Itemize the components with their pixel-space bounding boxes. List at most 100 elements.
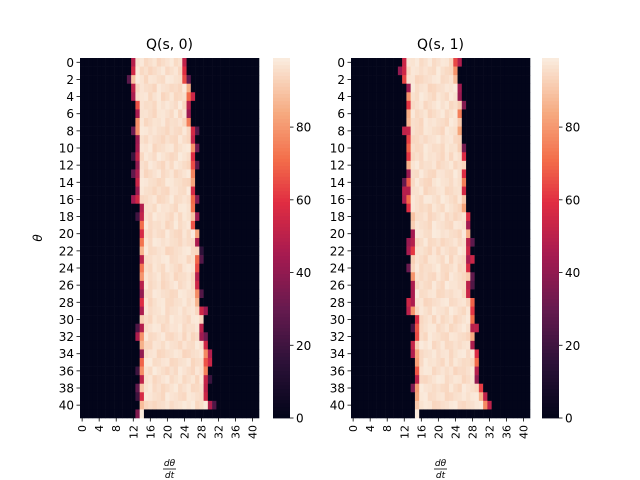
y-tick: 24 (330, 262, 351, 276)
heatmap-cell (195, 229, 200, 239)
heatmap-cell (224, 118, 230, 127)
heatmap-cell (431, 75, 437, 85)
heatmap-cell (402, 306, 407, 316)
heatmap-cell (376, 186, 382, 196)
heatmap-cell (525, 58, 531, 67)
heatmap-cell (397, 246, 403, 256)
heatmap-cell (474, 135, 480, 145)
heatmap-cell (363, 160, 369, 170)
heatmap-cell (500, 212, 505, 222)
heatmap-cell (500, 340, 505, 350)
colorbar-segment (273, 169, 290, 174)
heatmap-cell (380, 306, 386, 316)
heatmap-cell (224, 358, 230, 367)
heatmap-cell (216, 246, 221, 256)
heatmap-cell (525, 272, 531, 282)
heatmap-cell (237, 340, 243, 350)
heatmap-cell (414, 349, 420, 359)
heatmap-cell (178, 212, 183, 222)
heatmap-cell (131, 83, 136, 93)
heatmap-cell (169, 255, 175, 265)
colorbar-segment (542, 320, 559, 325)
heatmap-cell (487, 135, 492, 145)
heatmap-cell (152, 246, 158, 256)
heatmap-cell (131, 195, 136, 205)
heatmap-cell (517, 246, 522, 256)
heatmap-cell (402, 246, 407, 256)
heatmap-cell (254, 160, 260, 170)
heatmap-cell (525, 315, 531, 325)
heatmap-cell (449, 75, 454, 85)
heatmap-cell (148, 306, 153, 316)
heatmap-cell (131, 92, 136, 102)
heatmap-cell (487, 118, 492, 127)
heatmap-cell (212, 186, 217, 196)
heatmap-cell (80, 152, 85, 162)
heatmap-cell (139, 375, 145, 385)
heatmap-cell (220, 383, 226, 393)
heatmap-cell (80, 400, 85, 410)
heatmap-cell (118, 100, 123, 110)
heatmap-cell (508, 375, 514, 385)
heatmap-cell (169, 246, 175, 256)
heatmap-cell (444, 126, 450, 136)
heatmap-cell (402, 143, 407, 153)
heatmap-cell (504, 366, 509, 376)
heatmap-cell (431, 280, 437, 290)
svg-text:36: 36 (501, 425, 514, 439)
heatmap-cell (363, 203, 369, 213)
heatmap-cell (152, 255, 158, 265)
heatmap-cell (512, 409, 518, 419)
heatmap-cell (504, 126, 509, 136)
heatmap-cell (517, 186, 522, 196)
heatmap-cell (449, 143, 454, 153)
heatmap-cell (203, 118, 209, 127)
heatmap-cell (92, 315, 98, 325)
heatmap-cell (186, 400, 192, 410)
heatmap-cell (97, 383, 102, 393)
heatmap-cell (483, 238, 488, 247)
heatmap-cell (250, 186, 256, 196)
heatmap-cell (521, 332, 527, 342)
heatmap-cell (237, 229, 243, 239)
heatmap-cell (495, 92, 501, 102)
heatmap-cell (521, 306, 527, 316)
heatmap-cell (114, 75, 119, 85)
heatmap-cell (461, 400, 467, 410)
heatmap-cell (195, 246, 200, 256)
heatmap-cell (440, 195, 446, 205)
heatmap-cell (139, 92, 145, 102)
heatmap-cell (233, 66, 238, 76)
heatmap-cell (246, 66, 251, 76)
heatmap-cell (101, 383, 106, 393)
heatmap-cell (363, 118, 369, 127)
heatmap-cell (444, 83, 450, 93)
heatmap-cell (229, 118, 234, 127)
heatmap-cell (410, 358, 416, 367)
heatmap-cell (182, 195, 187, 205)
heatmap-cell (521, 220, 527, 230)
heatmap-cell (372, 160, 377, 170)
heatmap-cell (427, 203, 433, 213)
heatmap-cell (131, 178, 136, 187)
heatmap-cell (186, 152, 192, 162)
heatmap-cell (178, 58, 183, 67)
heatmap-cell (233, 383, 238, 393)
heatmap-cell (440, 298, 446, 307)
heatmap-cell (419, 135, 424, 145)
heatmap-cell (126, 392, 132, 402)
heatmap-cell (195, 272, 200, 282)
heatmap-cell (237, 152, 243, 162)
heatmap-cell (427, 135, 433, 145)
heatmap-cell (178, 323, 183, 333)
heatmap-cell (419, 66, 424, 76)
heatmap-cell (109, 323, 115, 333)
heatmap-cell (224, 272, 230, 282)
heatmap-cell (487, 315, 492, 325)
heatmap-cell (160, 92, 166, 102)
heatmap-cell (229, 298, 234, 307)
heatmap-cell (521, 118, 527, 127)
heatmap-cell (355, 83, 360, 93)
x-tick: 36 (230, 418, 243, 439)
heatmap-cell (525, 203, 531, 213)
